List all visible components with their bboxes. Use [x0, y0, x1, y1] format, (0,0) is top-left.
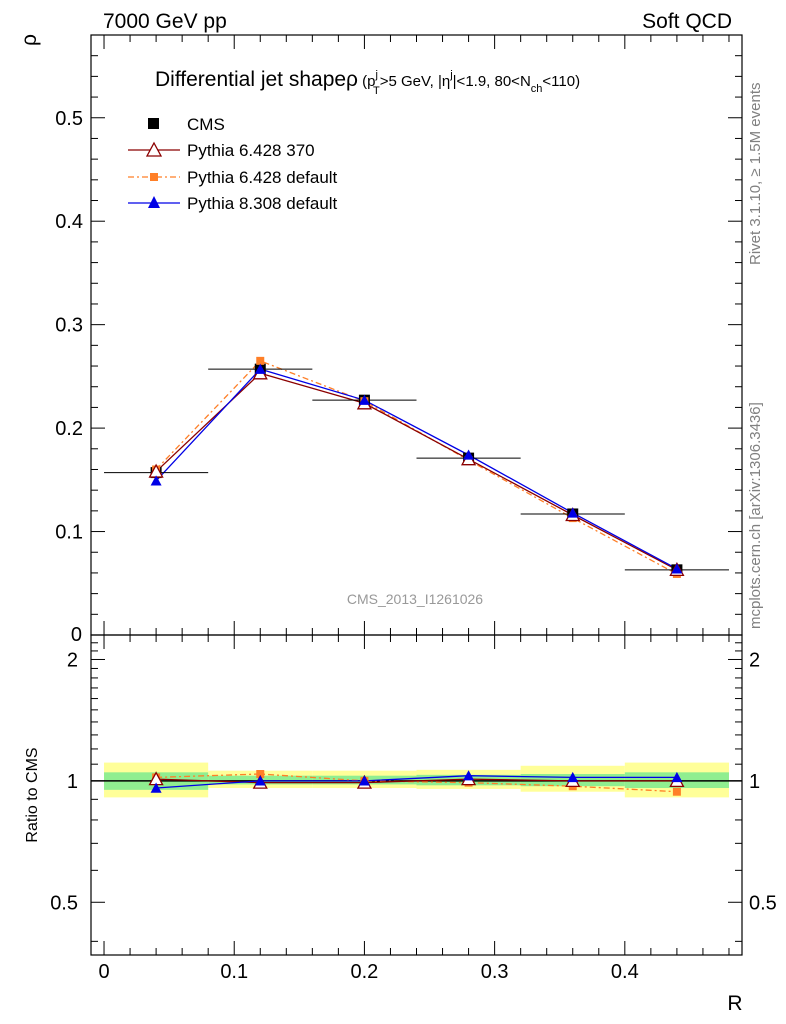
ratio-y-tick-label-right: 2: [749, 649, 760, 671]
legend-marker-pythia6-default: [150, 173, 158, 181]
ratio-y-tick-label: 2: [67, 649, 78, 671]
plot-title-pt-sup: j: [375, 69, 378, 81]
legend-marker-cms: [148, 118, 159, 129]
pythia8-point: [671, 563, 683, 574]
legend-label-pythia8: Pythia 8.308 default: [187, 194, 338, 213]
plot-title-eta-rest: |<1.9, 80<N: [453, 73, 531, 90]
top-y-tick-label: 0.4: [55, 211, 83, 233]
series-line-pythia6-370: [155, 372, 678, 571]
ratio-y-tick-label: 1: [67, 771, 78, 793]
header-left: 7000 GeV pp: [103, 10, 227, 33]
top-y-tick-label: 0.3: [55, 315, 83, 337]
series-line-pythia6-default: [155, 360, 678, 575]
top-y-tick-label: 0.5: [55, 108, 83, 130]
top-panel: 0.1 0.2 0.3 0.4 0.5 0: [55, 34, 743, 646]
analysis-tag: CMS_2013_I1261026: [347, 591, 483, 607]
ratio-y-tick-label: 0.5: [50, 892, 78, 914]
ratio-pythia8-point: [150, 782, 162, 793]
pythia6-default-point: [256, 356, 265, 365]
pythia8-point: [254, 363, 266, 374]
x-tick-label: 0: [98, 961, 109, 983]
rivet-label: Rivet 3.1.10, ≥ 1.5M events: [747, 83, 764, 266]
pythia8-point: [358, 394, 370, 405]
ratio-pythia8-point: [254, 775, 266, 786]
plot-title-pt-rest: >5 GeV, |η: [380, 73, 450, 90]
ratio-line-pythia6-default: [156, 773, 677, 793]
ratio-pythia6-default-point: [672, 787, 681, 796]
ratio-pythia8-point: [671, 771, 683, 783]
legend-marker-pythia6-370: [145, 141, 163, 157]
plot-title-main: Differential jet shapeρ: [155, 68, 358, 91]
ratio-y-tick-label-right: 1: [749, 771, 760, 793]
plot-title-close: <110): [542, 73, 580, 90]
top-y-zero-label: 0: [71, 624, 82, 646]
mcplots-label: mcplots.cern.ch [arXiv:1306.3436]: [747, 402, 764, 629]
legend: CMS Pythia 6.428 370 Pythia 6.428 defaul…: [128, 115, 338, 213]
header-right: Soft QCD: [642, 10, 732, 33]
x-axis-title: R: [727, 992, 742, 1015]
top-y-axis-title: ρ: [18, 34, 41, 46]
pythia8-point: [463, 449, 475, 460]
ratio-line-pythia8: [156, 775, 677, 789]
plot-title-eta-sup: j: [449, 69, 452, 81]
x-tick-label: 0.3: [481, 961, 509, 983]
top-y-tick-label: 0.1: [55, 522, 83, 544]
legend-label-cms: CMS: [187, 115, 225, 134]
legend-marker-pythia8: [148, 196, 160, 208]
legend-label-pythia6-default: Pythia 6.428 default: [187, 168, 338, 187]
x-tick-label: 0.1: [220, 961, 248, 983]
series-line-pythia8: [155, 368, 678, 570]
ratio-y-axis-title: Ratio to CMS: [24, 747, 41, 842]
pythia8-point: [567, 507, 579, 518]
legend-label-pythia6-370: Pythia 6.428 370: [187, 141, 315, 160]
plot-title-n-sub: ch: [531, 83, 543, 95]
ratio-pythia8-point: [567, 771, 579, 783]
ratio-pythia8-point: [358, 775, 370, 786]
ratio-pythia6-default-point: [256, 770, 265, 779]
pythia8-point: [150, 475, 162, 486]
ratio-panel: 0.5 0.5 1 1 2 2 0 0.1 0.2 0.3 0.4: [50, 634, 777, 983]
top-y-tick-label: 0.2: [55, 418, 83, 440]
ratio-pythia8-point: [463, 770, 475, 781]
ratio-y-tick-label-right: 0.5: [749, 892, 777, 914]
plot-title-pt-sub: T: [373, 85, 380, 97]
plot-title-open: (p: [358, 73, 376, 90]
x-tick-label: 0.4: [611, 961, 639, 983]
x-tick-label: 0.2: [351, 961, 379, 983]
plot-title: Differential jet shapeρ (pj T>5 GeV, |ηj|…: [155, 68, 580, 97]
